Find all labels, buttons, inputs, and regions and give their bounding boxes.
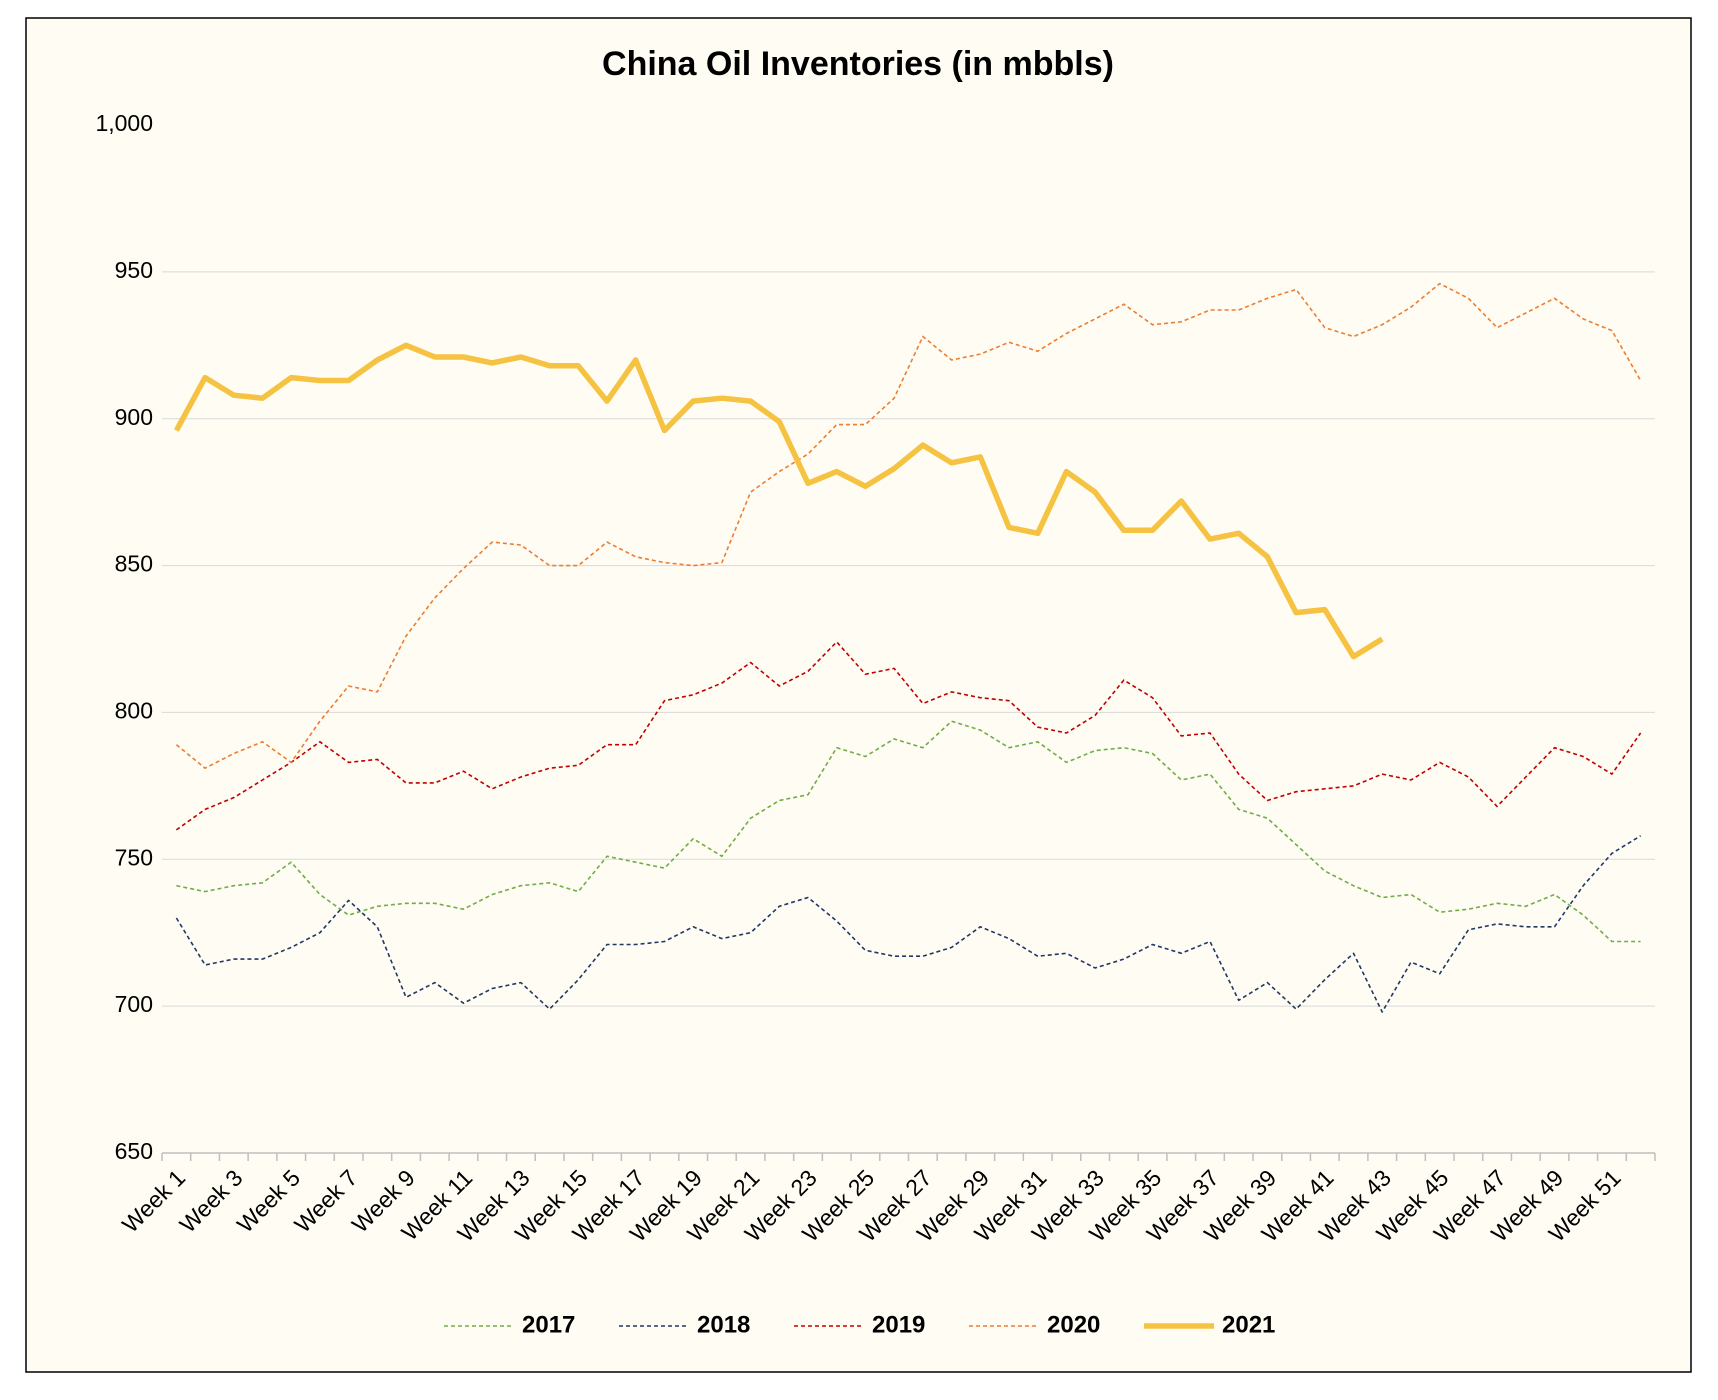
data-line [173, 342, 1384, 660]
y-tick-label: 950 [115, 257, 153, 283]
y-tick-label: 1,000 [95, 110, 153, 136]
y-tick-label: 800 [115, 698, 153, 724]
legend-label: 2017 [522, 1311, 575, 1338]
legend-label: 2021 [1222, 1311, 1275, 1338]
legend-label: 2018 [697, 1311, 750, 1338]
chart-frame [25, 17, 1692, 1373]
data-line [175, 282, 1642, 769]
data-line [175, 835, 1642, 1013]
y-tick-label: 850 [115, 551, 153, 577]
y-tick-label: 700 [115, 991, 153, 1017]
legend-label: 2019 [872, 1311, 925, 1338]
y-tick-label: 750 [115, 844, 153, 870]
chart-title: China Oil Inventories (in mbbls) [602, 45, 1114, 83]
legend-label: 2020 [1047, 1311, 1100, 1338]
data-line [175, 641, 1642, 831]
y-tick-label: 650 [115, 1138, 153, 1164]
y-tick-label: 900 [115, 404, 153, 430]
data-line [176, 720, 1641, 943]
